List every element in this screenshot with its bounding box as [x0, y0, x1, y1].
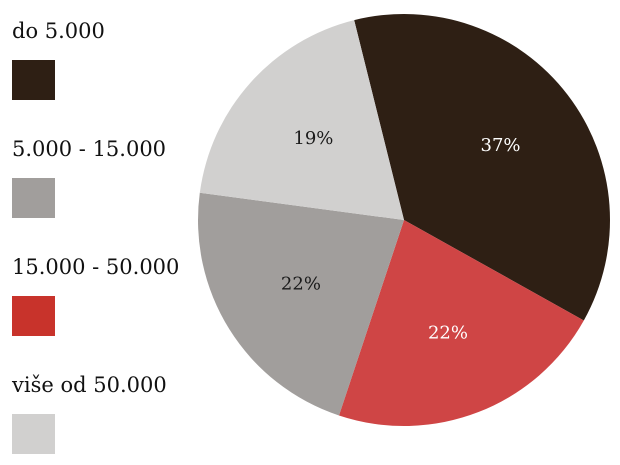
legend-item-vise-od-50000: više od 50.000 — [12, 372, 167, 454]
pie-value-labels: 37% 22% 22% 19% — [281, 128, 521, 343]
legend-label-do-5000: do 5.000 — [12, 19, 105, 43]
legend-swatch-5000-15000 — [12, 178, 55, 218]
pie-slice-5-000-15-000 — [198, 192, 404, 416]
pie-value-label-vise-od-50-000: 19% — [293, 128, 333, 149]
legend-label-15000-50000: 15.000 - 50.000 — [12, 255, 180, 279]
pie-slice-vise-od-50-000 — [199, 20, 404, 221]
legend-label-vise-od-50000: više od 50.000 — [12, 373, 167, 397]
legend-label-5000-15000: 5.000 - 15.000 — [12, 137, 167, 161]
pie-slices — [198, 14, 610, 426]
legend-item-15000-50000: 15.000 - 50.000 — [12, 254, 179, 336]
legend-swatch-do-5000 — [12, 60, 55, 100]
pie-value-label-do-5-000: 37% — [481, 135, 521, 156]
pie-value-label-15-000-50-000: 22% — [428, 322, 468, 343]
pie-slice-15-000-50-000 — [338, 220, 584, 426]
legend-item-do-5000: do 5.000 — [12, 18, 105, 100]
pie-value-label-5-000-15-000: 22% — [281, 273, 321, 294]
pie-slice-do-5-000 — [354, 14, 610, 321]
legend-swatch-15000-50000 — [12, 296, 55, 336]
legend-item-5000-15000: 5.000 - 15.000 — [12, 136, 166, 218]
chart-legend: do 5.000 5.000 - 15.000 15.000 - 50.000 … — [12, 0, 202, 465]
legend-swatch-vise-od-50000 — [12, 414, 55, 454]
